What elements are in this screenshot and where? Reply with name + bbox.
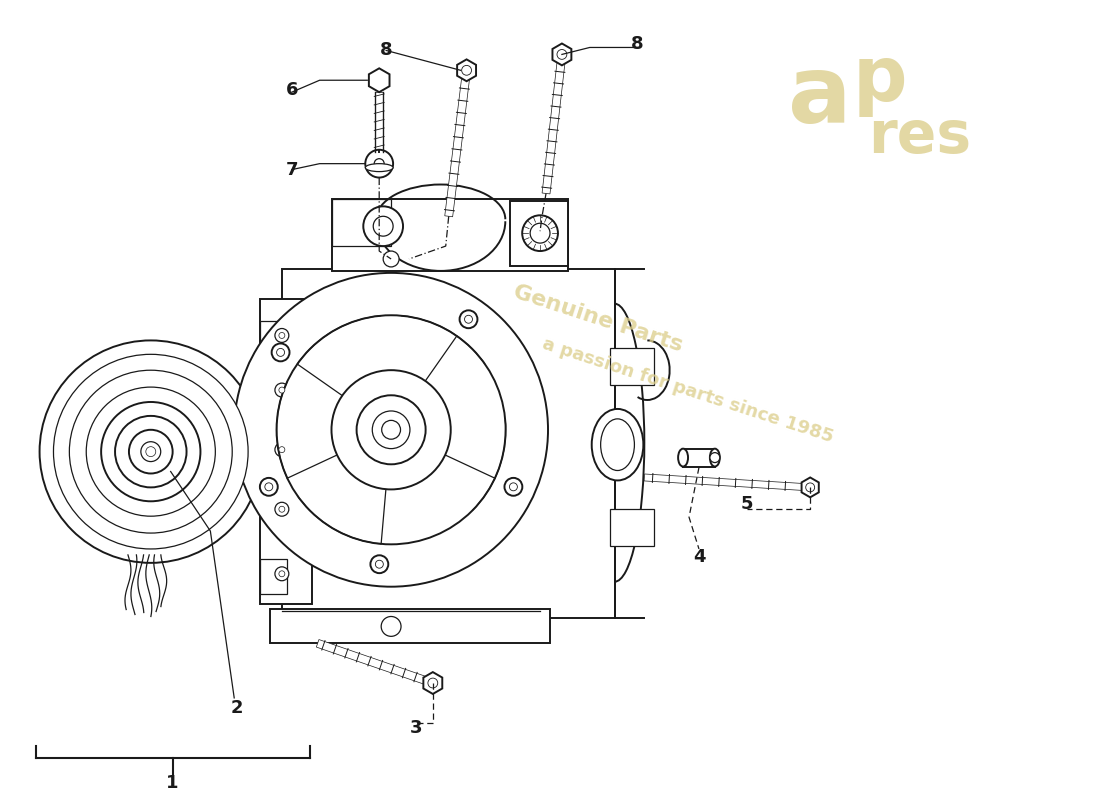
Polygon shape — [368, 68, 389, 92]
Circle shape — [557, 50, 566, 59]
Polygon shape — [260, 298, 311, 603]
Circle shape — [40, 341, 262, 563]
Circle shape — [275, 502, 289, 516]
Polygon shape — [424, 672, 442, 694]
Polygon shape — [260, 321, 287, 355]
Circle shape — [509, 483, 517, 490]
Circle shape — [275, 442, 289, 457]
Polygon shape — [542, 54, 565, 194]
Text: res: res — [868, 108, 971, 166]
Polygon shape — [317, 639, 434, 686]
Polygon shape — [444, 70, 471, 217]
Circle shape — [710, 453, 719, 462]
Polygon shape — [331, 199, 568, 271]
Circle shape — [363, 206, 403, 246]
Text: 8: 8 — [631, 35, 644, 54]
Circle shape — [382, 617, 402, 636]
Text: p: p — [852, 43, 907, 118]
Circle shape — [275, 329, 289, 342]
Circle shape — [69, 370, 232, 533]
Polygon shape — [458, 59, 476, 82]
Circle shape — [234, 273, 548, 586]
Circle shape — [505, 478, 522, 496]
Circle shape — [460, 310, 477, 328]
Text: a: a — [789, 51, 852, 143]
Polygon shape — [645, 474, 811, 491]
Polygon shape — [609, 348, 654, 385]
Circle shape — [372, 411, 410, 449]
Circle shape — [371, 555, 388, 573]
Ellipse shape — [710, 449, 719, 466]
Ellipse shape — [601, 419, 635, 470]
Circle shape — [462, 66, 472, 75]
Circle shape — [365, 150, 393, 178]
Text: a passion for parts since 1985: a passion for parts since 1985 — [540, 334, 836, 446]
Circle shape — [279, 571, 285, 577]
Circle shape — [276, 349, 285, 356]
Circle shape — [530, 223, 550, 243]
Circle shape — [276, 315, 506, 544]
Ellipse shape — [365, 164, 393, 171]
Text: 3: 3 — [409, 718, 422, 737]
Text: Genuine Parts: Genuine Parts — [510, 282, 685, 355]
Text: 2: 2 — [231, 699, 243, 717]
Text: 7: 7 — [286, 161, 298, 178]
Circle shape — [464, 315, 473, 323]
Polygon shape — [802, 478, 818, 498]
Circle shape — [141, 442, 161, 462]
Ellipse shape — [678, 449, 688, 466]
Polygon shape — [331, 199, 392, 246]
Circle shape — [279, 446, 285, 453]
Polygon shape — [270, 609, 550, 643]
Polygon shape — [609, 510, 654, 546]
Circle shape — [356, 395, 426, 464]
Text: 8: 8 — [379, 42, 393, 59]
Circle shape — [279, 333, 285, 338]
Polygon shape — [683, 449, 715, 466]
Circle shape — [522, 215, 558, 251]
Circle shape — [101, 402, 200, 502]
Circle shape — [331, 370, 451, 490]
Circle shape — [265, 483, 273, 490]
Polygon shape — [552, 43, 571, 66]
Polygon shape — [510, 202, 568, 266]
Circle shape — [805, 483, 815, 492]
Circle shape — [275, 567, 289, 581]
Circle shape — [279, 387, 285, 393]
Circle shape — [129, 430, 173, 474]
Ellipse shape — [592, 409, 644, 481]
Circle shape — [54, 354, 249, 549]
Circle shape — [375, 560, 383, 568]
Circle shape — [260, 478, 278, 496]
Text: 1: 1 — [166, 774, 179, 792]
Circle shape — [86, 387, 216, 516]
Polygon shape — [260, 559, 287, 594]
Circle shape — [116, 416, 187, 487]
Circle shape — [374, 158, 384, 169]
Text: 6: 6 — [286, 81, 298, 99]
Text: 4: 4 — [693, 548, 705, 566]
Polygon shape — [282, 269, 615, 618]
Circle shape — [146, 446, 156, 457]
Circle shape — [272, 343, 289, 362]
Circle shape — [373, 216, 393, 236]
Circle shape — [383, 251, 399, 267]
Circle shape — [428, 678, 438, 688]
Polygon shape — [375, 92, 383, 152]
Circle shape — [382, 420, 400, 439]
Circle shape — [279, 506, 285, 512]
Text: 5: 5 — [740, 495, 752, 514]
Circle shape — [275, 383, 289, 397]
